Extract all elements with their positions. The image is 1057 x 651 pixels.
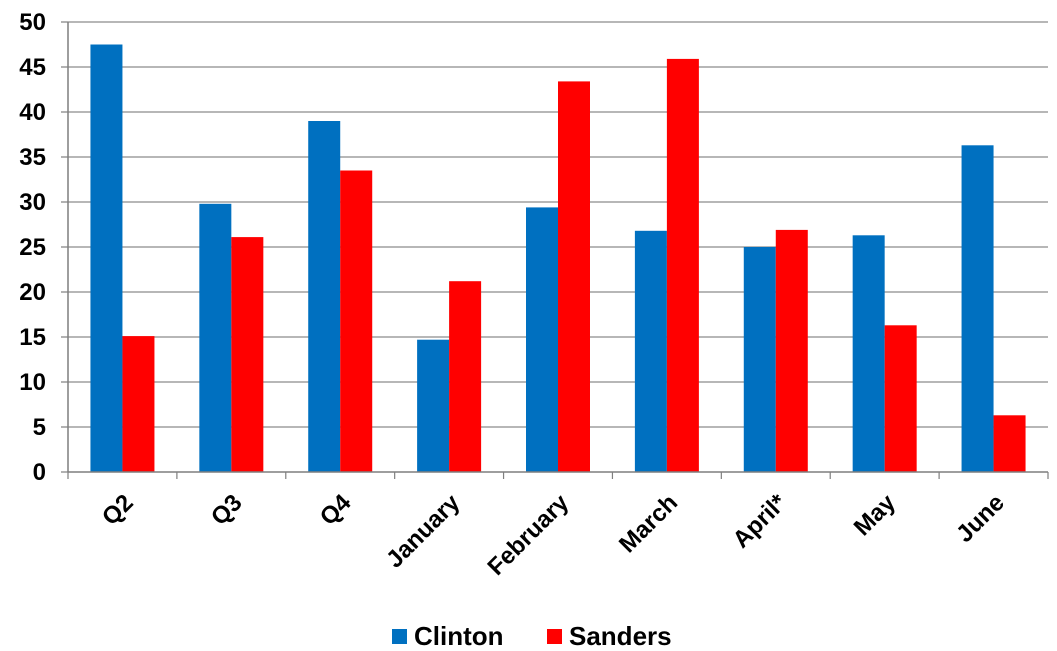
- bar-sanders-june: [993, 415, 1026, 472]
- legend-label-sanders: Sanders: [569, 621, 672, 651]
- x-tick-label: March: [614, 489, 683, 558]
- bar-sanders-april: [775, 229, 808, 472]
- bar-sanders-march: [666, 58, 699, 473]
- y-tick-label: 40: [19, 99, 46, 126]
- bar-clinton-q2: [90, 44, 123, 472]
- y-tick-label: 45: [19, 54, 46, 81]
- x-tick-label: May: [849, 489, 902, 542]
- bar-sanders-may: [884, 325, 917, 472]
- bar-clinton-q4: [308, 121, 341, 472]
- y-tick-labels: 0 5 10 15 20 25 30 35 40 45 50: [19, 9, 46, 486]
- bar-sanders-q3: [231, 237, 264, 472]
- bar-sanders-january: [449, 281, 482, 472]
- x-tick-label: Q4: [315, 489, 357, 531]
- y-tick-label: 20: [19, 279, 46, 306]
- bar-clinton-january: [417, 339, 450, 472]
- bar-sanders-q4: [340, 170, 373, 472]
- y-tick-label: 25: [19, 234, 46, 261]
- x-tick-label: Q2: [97, 489, 139, 531]
- y-tick-label: 35: [19, 144, 46, 171]
- bar-clinton-q3: [199, 203, 232, 473]
- x-tick-label: January: [381, 489, 466, 574]
- legend: Clinton Sanders: [392, 621, 672, 651]
- x-tick-labels: Q2 Q3 Q4 January February March April* May June: [97, 489, 1010, 581]
- bar-clinton-june: [961, 145, 994, 473]
- legend-swatch-clinton: [392, 629, 407, 644]
- bar-clinton-april: [743, 247, 776, 472]
- x-tick-label: June: [951, 489, 1010, 548]
- y-tick-label: 30: [19, 189, 46, 216]
- bars: [90, 44, 1026, 473]
- legend-swatch-sanders: [547, 629, 562, 644]
- bar-clinton-february: [526, 207, 558, 472]
- y-tick-label: 5: [33, 414, 46, 441]
- y-tick-label: 50: [19, 9, 46, 36]
- x-tick-label: Q3: [206, 489, 248, 531]
- legend-label-clinton: Clinton: [414, 621, 504, 651]
- bar-sanders-february: [558, 81, 590, 473]
- bar-clinton-march: [634, 230, 667, 472]
- axes: [61, 21, 1049, 479]
- x-tick-label: April*: [728, 489, 793, 554]
- y-tick-label: 15: [19, 324, 46, 351]
- bar-clinton-may: [852, 235, 885, 472]
- y-tick-label: 0: [33, 459, 46, 486]
- bar-sanders-q2: [122, 336, 155, 472]
- y-tick-label: 10: [19, 369, 46, 396]
- x-tick-label: February: [483, 489, 575, 581]
